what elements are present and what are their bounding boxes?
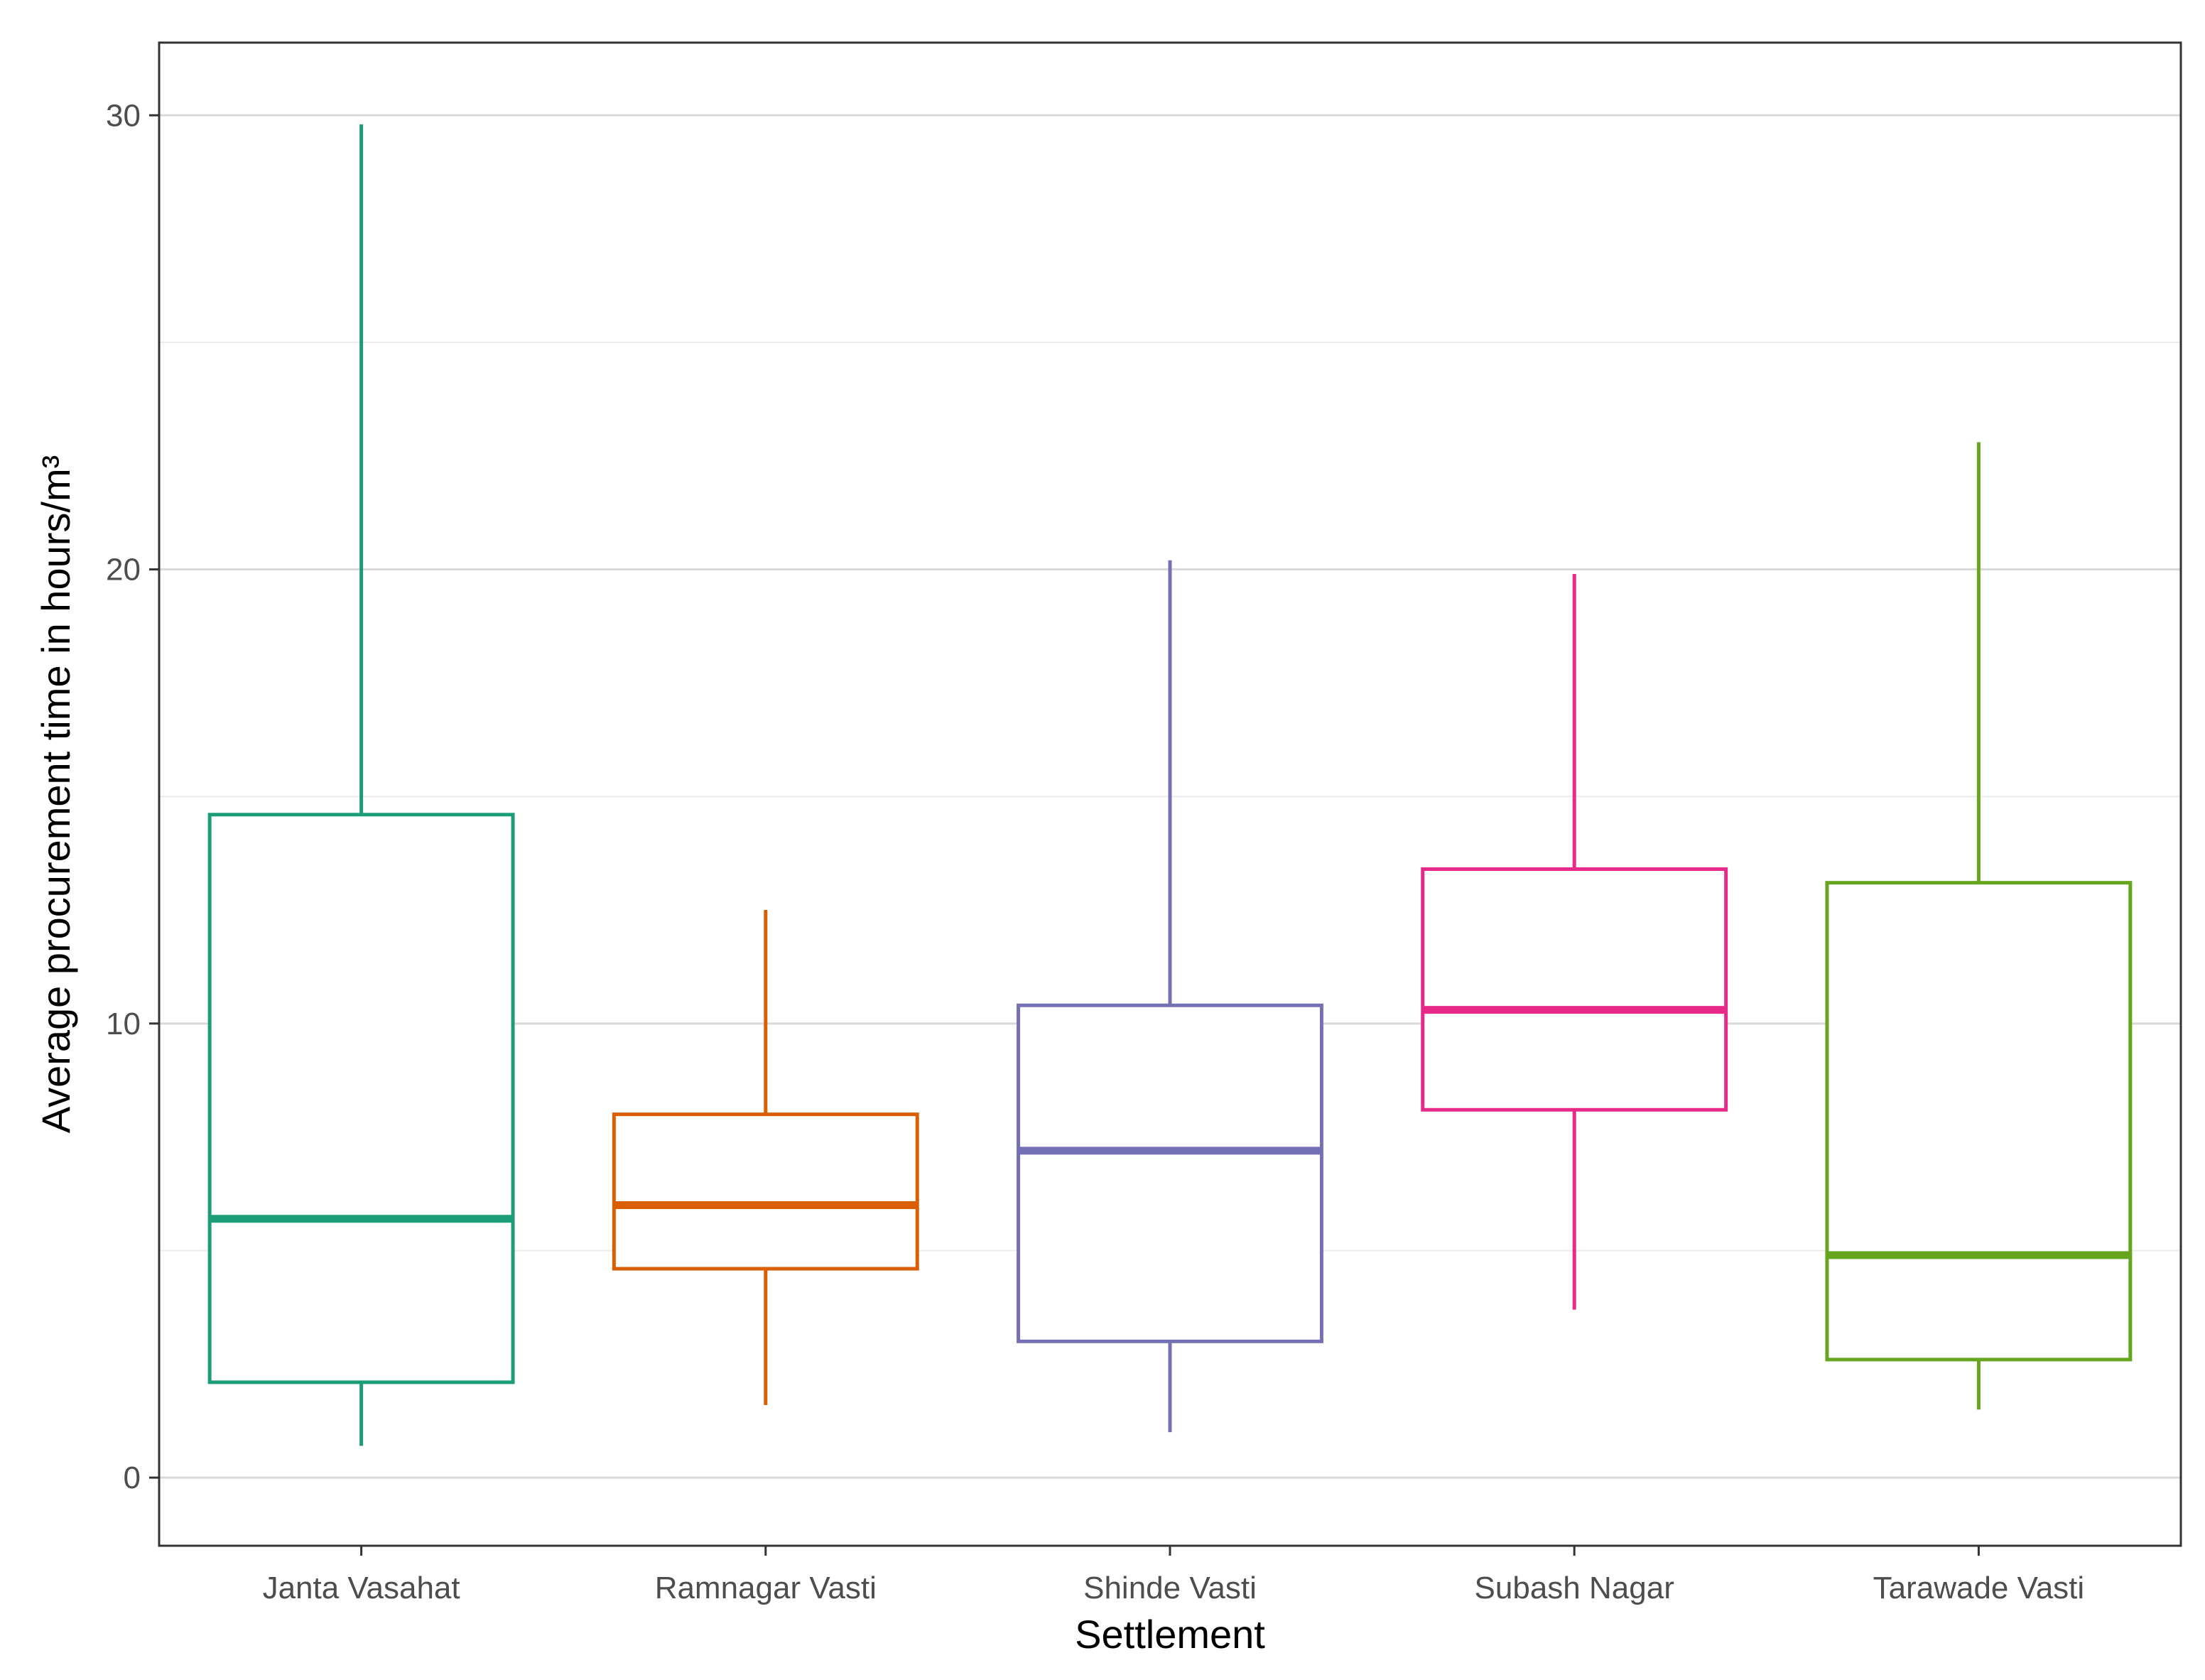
iqr-box bbox=[207, 813, 515, 1384]
x-tick-label: Janta Vasahat bbox=[263, 1571, 460, 1605]
y-tick-label: 0 bbox=[124, 1460, 141, 1495]
iqr-box bbox=[612, 1112, 919, 1271]
y-tick-label: 20 bbox=[106, 553, 141, 587]
iqr-box bbox=[1017, 1003, 1323, 1343]
box-group bbox=[1017, 560, 1323, 1433]
y-tick-label: 30 bbox=[106, 98, 141, 133]
x-tick-label: Shinde Vasti bbox=[1083, 1571, 1257, 1605]
x-tick-label: Ramnagar Vasti bbox=[655, 1571, 877, 1605]
x-axis-title: Settlement bbox=[1075, 1612, 1265, 1657]
iqr-box bbox=[1825, 881, 2133, 1362]
boxes bbox=[207, 124, 2133, 1446]
x-tick-label: Tarawade Vasti bbox=[1873, 1571, 2085, 1605]
x-tick-label: Subash Nagar bbox=[1475, 1571, 1674, 1605]
box-group bbox=[612, 910, 919, 1405]
y-axis: 0 10 20 30 bbox=[106, 98, 159, 1495]
y-tick-label: 10 bbox=[106, 1007, 141, 1041]
y-axis-title: Average procurement time in hours/m³ bbox=[33, 455, 78, 1134]
box-group bbox=[207, 124, 515, 1446]
x-axis: Janta Vasahat Ramnagar Vasti Shinde Vasti S… bbox=[263, 1546, 2085, 1605]
box-group bbox=[1825, 442, 2133, 1410]
box-group bbox=[1421, 573, 1728, 1310]
iqr-box bbox=[1421, 867, 1728, 1112]
